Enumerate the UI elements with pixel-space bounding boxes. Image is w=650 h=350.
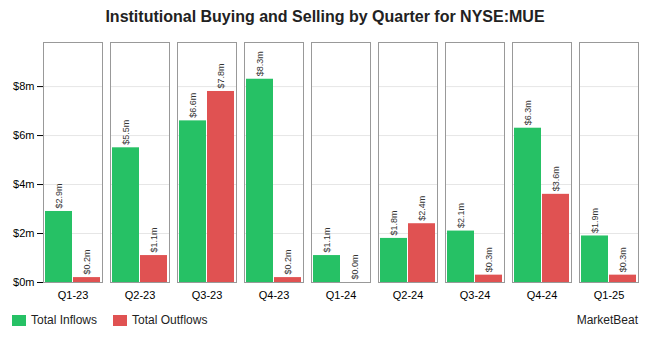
svg-text:$2m: $2m	[13, 227, 34, 239]
svg-text:$7.8m: $7.8m	[216, 63, 226, 88]
svg-text:$0.2m: $0.2m	[283, 250, 293, 275]
svg-text:$1.8m: $1.8m	[389, 210, 399, 235]
svg-text:$6.3m: $6.3m	[523, 100, 533, 125]
svg-text:Q2-23: Q2-23	[125, 289, 156, 301]
html-text:Total Outflows: Total Outflows	[132, 313, 208, 327]
svg-text:$2.1m: $2.1m	[456, 203, 466, 228]
svg-text:Q1-23: Q1-23	[58, 289, 89, 301]
svg-text:$2.9m: $2.9m	[54, 183, 64, 208]
svg-text:$1.1m: $1.1m	[322, 228, 332, 253]
svg-text:$0.3m: $0.3m	[484, 247, 494, 272]
svg-text:$0.2m: $0.2m	[82, 250, 92, 275]
html-text:MarketBeat: MarketBeat	[576, 313, 638, 327]
svg-text:Q3-24: Q3-24	[460, 289, 491, 301]
svg-text:$4m: $4m	[13, 178, 34, 190]
svg-text:$8.3m: $8.3m	[255, 51, 265, 76]
svg-text:$6.6m: $6.6m	[188, 93, 198, 118]
svg-text:Q3-23: Q3-23	[192, 289, 223, 301]
svg-text:$5.5m: $5.5m	[121, 120, 131, 145]
svg-text:$3.6m: $3.6m	[551, 166, 561, 191]
svg-text:$6m: $6m	[13, 129, 34, 141]
svg-text:$0.3m: $0.3m	[618, 247, 628, 272]
svg-text:$1.9m: $1.9m	[590, 208, 600, 233]
html-text:Total Inflows: Total Inflows	[31, 313, 97, 327]
svg-text:$1.1m: $1.1m	[149, 228, 159, 253]
svg-text:Q4-23: Q4-23	[259, 289, 290, 301]
svg-text:$0m: $0m	[13, 276, 34, 288]
svg-text:Q1-24: Q1-24	[326, 289, 357, 301]
svg-text:Q1-25: Q1-25	[594, 289, 625, 301]
svg-text:$0.0m: $0.0m	[350, 254, 360, 279]
svg-text:$2.4m: $2.4m	[417, 196, 427, 221]
svg-text:$8m: $8m	[13, 80, 34, 92]
svg-text:Q4-24: Q4-24	[527, 289, 558, 301]
html-text:Institutional Buying and Selli: Institutional Buying and Selling by Quar…	[105, 8, 545, 25]
svg-text:Q2-24: Q2-24	[393, 289, 424, 301]
